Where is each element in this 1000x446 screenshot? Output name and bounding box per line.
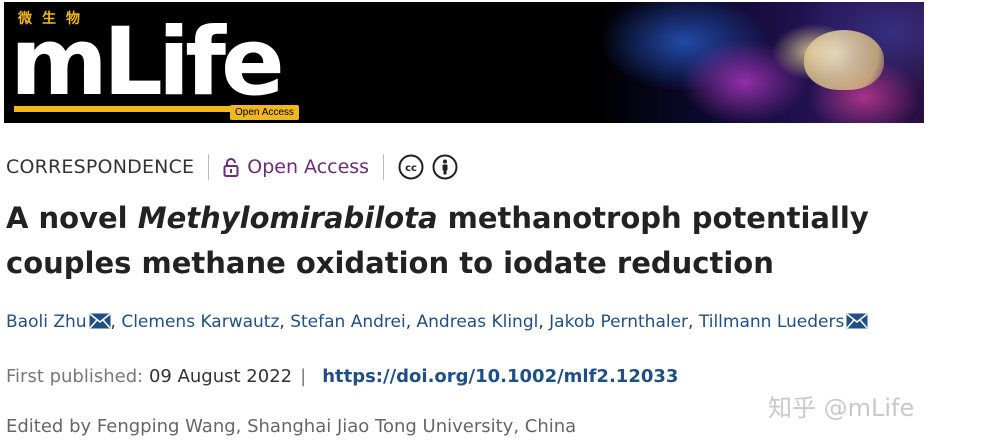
author-separator: ,	[688, 312, 699, 332]
author-link[interactable]: Jakob Pernthaler	[549, 312, 689, 332]
author-link[interactable]: Baoli Zhu	[6, 312, 87, 332]
lock-open-icon	[223, 157, 239, 177]
published-date: 09 August 2022	[148, 366, 293, 387]
article-meta-line: CORRESPONDENCE Open Access cc	[6, 150, 458, 184]
journal-banner[interactable]: mLife 微生物 Open Access	[4, 2, 924, 123]
divider	[383, 154, 385, 180]
published-label: First published:	[6, 366, 144, 387]
author-separator: ,	[538, 312, 550, 332]
article-title: A novel Methylomirabilota methanotroph p…	[6, 196, 986, 286]
editor-line: Edited by Fengping Wang, Shanghai Jiao T…	[6, 416, 577, 437]
journal-logo-cn: 微生物	[18, 11, 90, 27]
title-italic-part: Methylomirabilota	[137, 201, 438, 235]
open-access-label: Open Access	[247, 156, 370, 178]
attribution-icon[interactable]	[432, 154, 458, 180]
svg-text:cc: cc	[405, 163, 417, 174]
open-access-badge[interactable]: Open Access	[223, 156, 369, 178]
logo-open-access-tag: Open Access	[230, 105, 299, 120]
banner-illustration	[804, 30, 884, 90]
watermark: 知乎 @mLife	[768, 394, 915, 422]
email-icon[interactable]	[846, 313, 868, 334]
separator: |	[300, 366, 307, 387]
divider	[208, 154, 210, 180]
author-separator: ,	[405, 312, 417, 332]
title-part: A novel	[6, 201, 138, 235]
logo-underline	[14, 106, 232, 112]
journal-logo: mLife	[10, 8, 285, 117]
title-part: methanotroph potentially couples methane…	[6, 201, 869, 280]
author-separator: ,	[279, 312, 291, 332]
author-link[interactable]: Tillmann Lueders	[698, 312, 845, 332]
license-icons[interactable]: cc	[398, 154, 458, 180]
author-link[interactable]: Andreas Klingl	[416, 312, 539, 332]
email-icon[interactable]	[88, 313, 111, 334]
article-type: CORRESPONDENCE	[6, 156, 195, 178]
author-link[interactable]: Clemens Karwautz	[121, 312, 280, 332]
author-separator: ,	[110, 312, 122, 332]
author-list: Baoli Zhu, Clemens Karwautz, Stefan Andr…	[6, 312, 1000, 334]
publication-info: First published: 09 August 2022 | https://…	[6, 366, 678, 387]
author-link[interactable]: Stefan Andrei	[290, 312, 406, 332]
doi-link[interactable]: https://doi.org/10.1002/mlf2.12033	[322, 366, 679, 387]
cc-icon[interactable]: cc	[398, 154, 424, 180]
